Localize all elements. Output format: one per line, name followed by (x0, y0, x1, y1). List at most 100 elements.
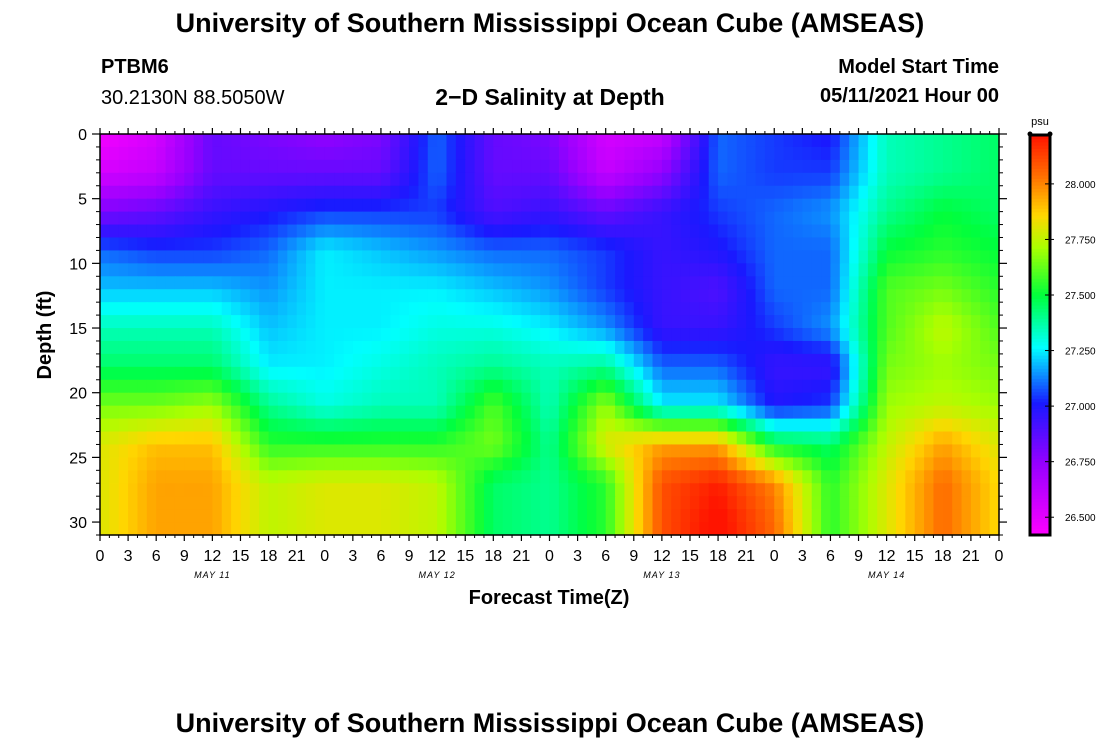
heatmap-cell (942, 353, 953, 368)
heatmap-cell (952, 392, 963, 407)
heatmap-cell (100, 328, 110, 342)
heatmap-cell (371, 431, 382, 446)
heatmap-cell (334, 315, 345, 329)
heatmap-cell (652, 185, 663, 200)
heatmap-cell (811, 444, 822, 458)
heatmap-cell (764, 418, 775, 433)
colorbar-segment (1030, 295, 1050, 299)
heatmap-cell (306, 211, 316, 226)
heatmap-cell (783, 224, 794, 239)
heatmap-cell (727, 522, 738, 536)
heatmap-cell (259, 134, 270, 148)
heatmap-cell (324, 431, 335, 446)
heatmap-cell (886, 289, 897, 303)
heatmap-cell (605, 224, 616, 239)
heatmap-cell (839, 418, 850, 433)
heatmap-cell (867, 431, 878, 446)
heatmap-cell (746, 340, 757, 355)
heatmap-cell (512, 172, 522, 187)
heatmap-cell (718, 211, 729, 226)
heatmap-cell (165, 405, 176, 420)
heatmap-cell (137, 276, 148, 290)
heatmap-cell (193, 444, 204, 458)
heatmap-cell (895, 470, 906, 484)
heatmap-cell (558, 276, 569, 290)
heatmap-cell (100, 483, 110, 497)
heatmap-cell (437, 379, 448, 394)
heatmap-cell (249, 134, 260, 148)
heatmap-cell (231, 509, 242, 523)
heatmap-cell (792, 328, 803, 342)
heatmap-cell (661, 289, 672, 303)
heatmap-cell (352, 315, 363, 329)
heatmap-cell (858, 328, 869, 342)
heatmap-cell (830, 315, 841, 329)
heatmap-cell (240, 172, 251, 187)
heatmap-cell (933, 328, 944, 342)
heatmap-cell (708, 315, 719, 329)
colorbar-segment (1030, 428, 1050, 433)
heatmap-cell (174, 340, 185, 355)
heatmap-cell (137, 134, 148, 148)
heatmap-cell (952, 353, 963, 368)
heatmap-cell (174, 431, 185, 446)
heatmap-cell (530, 470, 541, 484)
heatmap-cell (699, 444, 710, 458)
heatmap-cell (240, 353, 251, 368)
heatmap-cell (596, 172, 607, 187)
heatmap-cell (128, 444, 139, 458)
colorbar-segment (1030, 255, 1050, 259)
heatmap-cell (287, 328, 298, 342)
heatmap-cell (858, 289, 869, 303)
heatmap-cell (586, 483, 597, 497)
heatmap-cell (118, 353, 129, 368)
heatmap-cell (952, 276, 963, 290)
heatmap-cell (128, 302, 139, 316)
heatmap-cell (287, 134, 298, 148)
heatmap-cell (577, 185, 588, 200)
heatmap-cell (830, 496, 841, 510)
heatmap-cell (727, 405, 738, 420)
heatmap-cell (605, 159, 616, 174)
heatmap-cell (615, 198, 626, 213)
heatmap-cell (193, 340, 204, 355)
heatmap-cell (821, 418, 832, 433)
heatmap-cell (212, 159, 223, 174)
heatmap-cell (334, 185, 345, 200)
heatmap-cell (418, 146, 429, 161)
heatmap-cell (633, 185, 644, 200)
heatmap-cell (221, 263, 232, 277)
heatmap-cell (746, 522, 757, 536)
heatmap-cell (980, 457, 991, 471)
heatmap-cell (259, 224, 270, 239)
heatmap-cell (231, 276, 242, 290)
heatmap-cell (970, 353, 981, 368)
heatmap-cell (287, 263, 298, 277)
heatmap-cell (633, 509, 644, 523)
heatmap-cell (540, 224, 551, 239)
heatmap-cell (708, 392, 719, 407)
heatmap-cell (259, 250, 270, 264)
heatmap-cell (774, 353, 785, 368)
heatmap-cell (137, 328, 148, 342)
heatmap-cell (802, 134, 813, 148)
heatmap-cell (521, 431, 532, 446)
heatmap-cell (718, 198, 729, 213)
heatmap-cell (671, 198, 682, 213)
colorbar-segment (1030, 501, 1050, 506)
heatmap-cell (455, 211, 466, 226)
heatmap-cell (643, 522, 654, 536)
heatmap-cell (849, 250, 860, 264)
heatmap-cell (334, 198, 345, 213)
heatmap-cell (184, 302, 195, 316)
heatmap-cell (961, 457, 972, 471)
heatmap-cell (821, 444, 832, 458)
heatmap-cell (867, 185, 878, 200)
heatmap-cell (886, 211, 897, 226)
heatmap-cell (689, 146, 700, 161)
heatmap-cell (942, 405, 953, 420)
heatmap-cell (418, 353, 429, 368)
heatmap-cell (933, 470, 944, 484)
heatmap-cell (184, 483, 195, 497)
x-tick-label: 3 (798, 548, 807, 565)
